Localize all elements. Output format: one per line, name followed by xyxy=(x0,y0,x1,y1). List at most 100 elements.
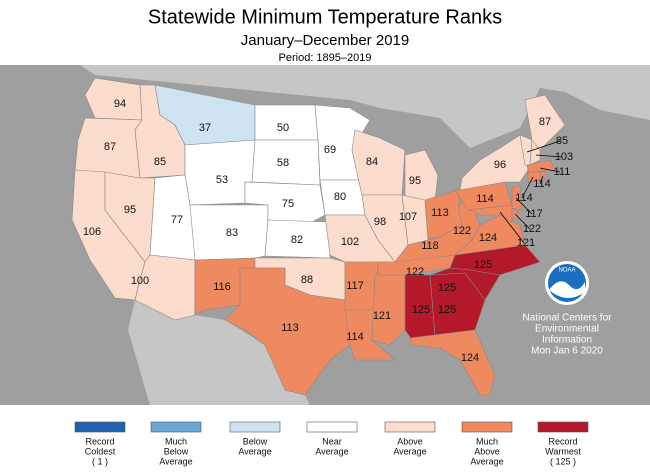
rank-label: 106 xyxy=(83,226,101,238)
rank-label: 87 xyxy=(539,116,551,128)
legend-label: Coldest xyxy=(85,446,116,456)
legend-swatch xyxy=(74,421,126,433)
leader-line xyxy=(499,211,525,244)
leader-line xyxy=(526,140,561,153)
rank-label: 102 xyxy=(341,236,359,248)
leader-line xyxy=(539,175,544,185)
legend-label: Much xyxy=(165,436,187,446)
legend-label: Record xyxy=(548,436,577,446)
legend-label: Above xyxy=(474,446,500,456)
rank-label: 122 xyxy=(523,223,541,235)
state xyxy=(529,139,541,166)
rank-label: 125 xyxy=(412,304,430,316)
rank-label: 58 xyxy=(277,157,289,169)
legend-label: Average xyxy=(393,446,426,456)
rank-label: 114 xyxy=(476,193,494,205)
credit: National Centers forEnvironmentalInforma… xyxy=(523,313,613,357)
legend-label: Below xyxy=(243,436,268,446)
rank-label: 107 xyxy=(399,211,417,223)
canada xyxy=(0,65,650,148)
rank-label: 82 xyxy=(291,234,303,246)
rank-label: 124 xyxy=(461,352,479,364)
mexico xyxy=(128,300,310,405)
rank-label: 114 xyxy=(346,331,364,343)
rank-label: 111 xyxy=(554,166,571,178)
rank-label: 125 xyxy=(438,282,456,294)
rank-label: 94 xyxy=(114,98,126,110)
logo-text: NOAA xyxy=(558,268,575,274)
rank-label: 80 xyxy=(334,191,346,203)
rank-labels: 94 87 106 85 95 37 53 77 83 100 116 50 58 75 82 88 113 69… xyxy=(83,98,573,364)
rank-label: 50 xyxy=(277,122,289,134)
rank-label: 121 xyxy=(517,237,535,249)
legend-swatch xyxy=(150,421,202,433)
legend-swatch xyxy=(229,421,281,433)
leader-line xyxy=(514,213,531,230)
legend-swatch xyxy=(537,421,589,433)
legend-label: Average xyxy=(315,446,348,456)
legend-label: Below xyxy=(164,446,189,456)
state xyxy=(409,329,496,396)
legend-label: Much xyxy=(476,436,498,446)
logo-gull xyxy=(549,281,585,299)
leader-line xyxy=(521,176,534,199)
rank-label: 98 xyxy=(374,216,386,228)
state xyxy=(524,94,566,151)
rank-label: 114 xyxy=(515,192,533,204)
state xyxy=(184,139,256,206)
legend-label: Average xyxy=(470,456,503,466)
state xyxy=(404,149,439,203)
period: Period: 1895–2019 xyxy=(279,52,372,64)
leader-line xyxy=(539,167,561,173)
state xyxy=(224,267,351,396)
rank-label: 122 xyxy=(453,225,471,237)
rank-label: 75 xyxy=(282,198,294,210)
rank-label: 124 xyxy=(479,232,497,244)
rank-label: 69 xyxy=(324,144,336,156)
legend-swatch xyxy=(306,421,358,433)
rank-label: 85 xyxy=(154,156,166,168)
legend-swatch xyxy=(384,421,436,433)
states xyxy=(71,77,566,396)
rank-label: 125 xyxy=(474,259,492,271)
rank-label: 116 xyxy=(213,281,231,293)
legend-label: Record xyxy=(85,436,114,446)
legend-label: Above xyxy=(397,436,423,446)
credit-line: Environmental xyxy=(535,324,599,335)
rank-label: 77 xyxy=(171,214,183,226)
state xyxy=(511,184,523,211)
legend-label: Average xyxy=(238,446,271,456)
rank-label: 125 xyxy=(438,304,456,316)
credit-line: National Centers for xyxy=(523,313,613,324)
rank-label: 114 xyxy=(533,178,551,190)
rank-label: 121 xyxy=(373,310,391,322)
rank-label: 95 xyxy=(409,175,421,187)
credit-line: Information xyxy=(542,335,592,346)
title: Statewide Minimum Temperature Ranks xyxy=(148,6,502,28)
legend-label: ( 125 ) xyxy=(550,456,576,466)
rank-label: 118 xyxy=(421,240,439,252)
rank-label: 117 xyxy=(346,280,364,292)
rank-label: 96 xyxy=(494,159,506,171)
rank-label: 122 xyxy=(406,266,424,278)
rank-label: 113 xyxy=(431,207,449,219)
rank-label: 117 xyxy=(525,208,543,220)
rank-label: 88 xyxy=(301,274,313,286)
state xyxy=(468,204,513,223)
rank-label: 113 xyxy=(281,322,299,334)
leader-line xyxy=(535,154,563,158)
legend-label: ( 1 ) xyxy=(92,456,108,466)
credit-line: Mon Jan 6 2020 xyxy=(531,346,603,357)
state xyxy=(527,159,556,173)
rank-label: 84 xyxy=(366,156,378,168)
state xyxy=(527,171,541,183)
rank-label: 37 xyxy=(199,122,211,134)
rank-label: 103 xyxy=(555,151,573,163)
subtitle: January–December 2019 xyxy=(241,32,409,49)
rank-label: 53 xyxy=(216,174,228,186)
legend-swatch xyxy=(461,421,513,433)
rank-label: 100 xyxy=(131,275,149,287)
rank-label: 83 xyxy=(226,227,238,239)
